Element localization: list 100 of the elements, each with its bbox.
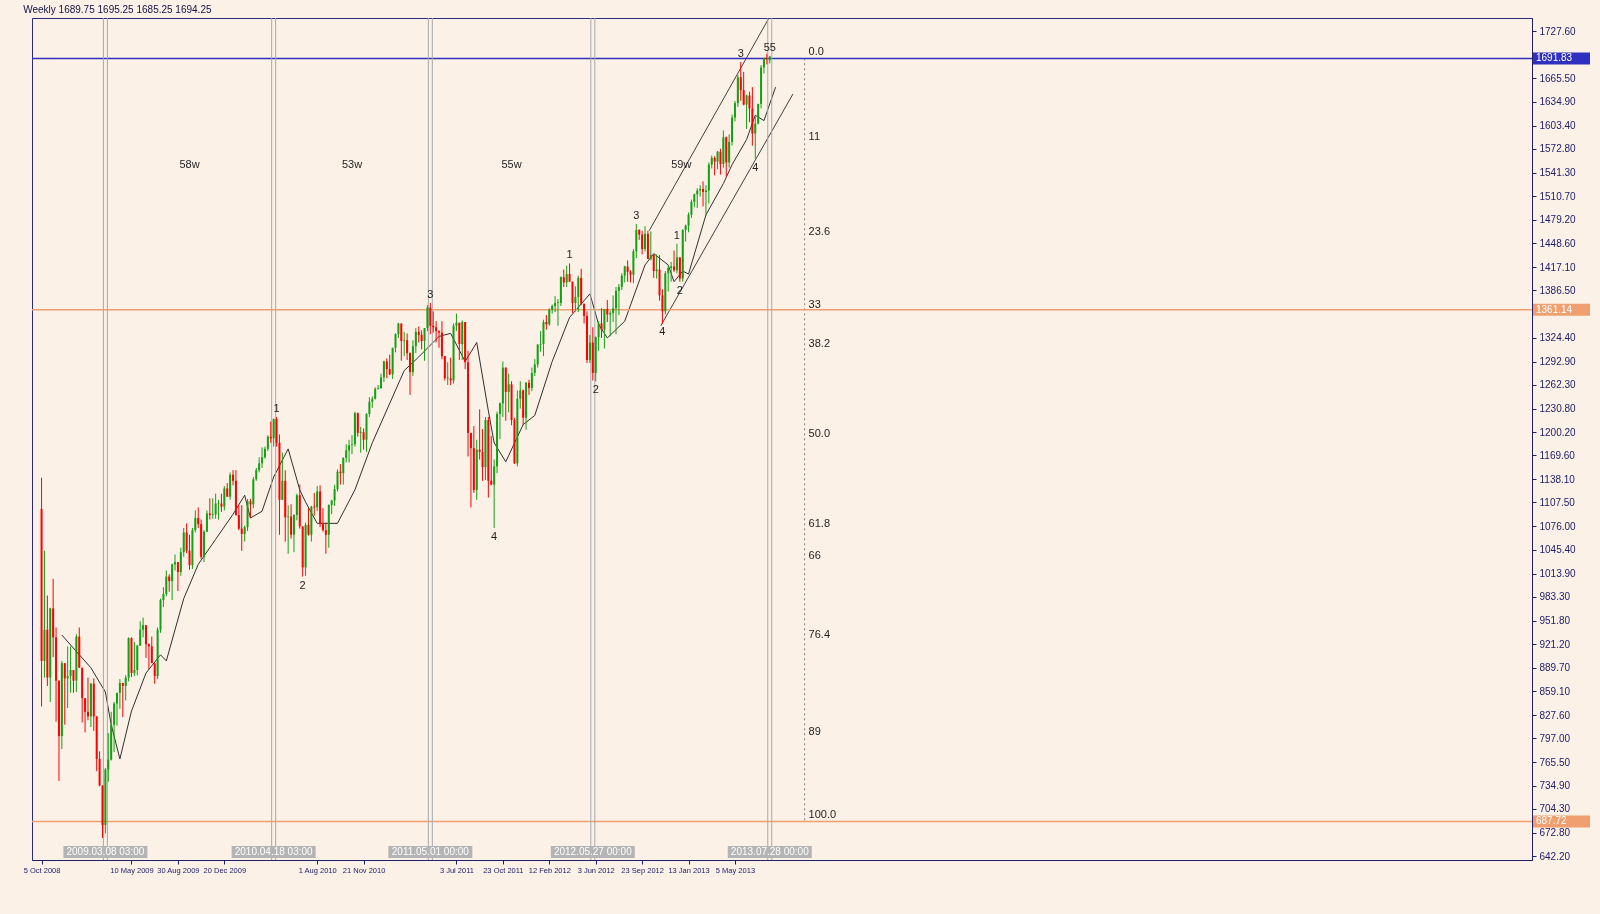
annotation: 4 xyxy=(491,529,498,542)
ref-line-label: 2012.05.27 00:00 xyxy=(553,846,633,857)
y-tick-label: 1727.60 xyxy=(1539,25,1577,37)
annotation: 3 xyxy=(737,47,744,60)
y-tick-label: 827.60 xyxy=(1539,709,1571,721)
candlestick xyxy=(229,471,232,501)
candlestick xyxy=(188,534,191,571)
candlestick xyxy=(63,662,66,726)
annotation: 66 xyxy=(808,549,821,562)
y-tick-label: 1013.90 xyxy=(1539,568,1577,580)
annotation: 33 xyxy=(808,297,821,310)
annotation: 58w xyxy=(179,158,200,170)
annotation: 53w xyxy=(341,158,363,170)
candlestick xyxy=(652,253,655,279)
y-tick-label: 921.20 xyxy=(1539,638,1571,650)
candlestick xyxy=(359,426,362,454)
annotation: 89 xyxy=(808,724,821,737)
y-tick-label: 1138.10 xyxy=(1539,473,1576,485)
candlestick xyxy=(527,379,530,396)
candlestick xyxy=(568,262,571,283)
y-tick-label: 1324.40 xyxy=(1539,332,1577,344)
annotation: 0.0 xyxy=(808,45,824,58)
candlestick xyxy=(121,682,124,718)
candlestick xyxy=(307,507,310,537)
y-tick-label: 859.10 xyxy=(1539,685,1571,697)
candlestick xyxy=(446,361,449,386)
candlestick xyxy=(420,329,423,350)
candlestick xyxy=(385,357,388,379)
y-tick-label: 1107.50 xyxy=(1539,496,1576,508)
candlestick xyxy=(362,427,365,451)
y-tick-label: 1448.60 xyxy=(1539,237,1577,249)
annotation: 38.2 xyxy=(808,337,831,350)
y-tick-label: 1076.00 xyxy=(1539,520,1577,532)
candlestick xyxy=(272,417,275,448)
y-tick-label: 1262.30 xyxy=(1539,379,1577,391)
candlestick xyxy=(641,230,644,255)
annotation: 76.4 xyxy=(808,628,831,641)
candlestick xyxy=(745,94,748,130)
annotation: 59w xyxy=(671,158,692,170)
annotation: 1 xyxy=(673,228,680,241)
annotation: 2 xyxy=(592,383,599,396)
candlestick xyxy=(615,286,618,335)
candlestick xyxy=(542,319,545,357)
ref-line-label: 2009.03.08 03:00 xyxy=(66,846,145,857)
y-tick-label: 1665.50 xyxy=(1539,72,1577,84)
candlestick xyxy=(220,493,223,513)
candlestick xyxy=(400,322,403,362)
annotation: 3 xyxy=(633,208,640,221)
y-tick-label: 1230.80 xyxy=(1539,403,1577,415)
candlestick xyxy=(606,299,609,323)
y-tick-label: 797.00 xyxy=(1539,732,1571,744)
candlestick xyxy=(153,662,156,685)
y-tick-label: 1200.20 xyxy=(1539,426,1577,438)
candlestick xyxy=(571,281,574,314)
candlestick xyxy=(214,493,217,520)
annotation: 100.0 xyxy=(808,808,837,821)
annotation: 50.0 xyxy=(808,426,831,439)
ref-line-label: 1361.14 xyxy=(1536,303,1573,315)
candlestick xyxy=(72,669,75,694)
annotation: 55w xyxy=(501,158,522,170)
chart-title: Weekly 1689.75 1695.25 1685.25 1694.25 xyxy=(23,3,212,15)
y-tick-label: 1603.40 xyxy=(1539,120,1577,132)
candlestick xyxy=(458,322,461,361)
candlestick xyxy=(716,150,719,170)
candlestick xyxy=(223,485,226,511)
y-tick-label: 642.20 xyxy=(1539,850,1571,862)
candlestick xyxy=(429,302,432,335)
y-tick-label: 1510.70 xyxy=(1539,190,1577,202)
candlestick xyxy=(217,499,220,521)
candlestick xyxy=(403,331,406,357)
annotation: 4 xyxy=(659,325,666,338)
candlestick xyxy=(348,439,351,464)
candlestick xyxy=(356,411,359,438)
annotation: 2 xyxy=(299,578,306,591)
annotation: 1 xyxy=(273,401,280,414)
annotation: 55 xyxy=(763,40,776,53)
candlestick xyxy=(388,354,391,376)
candlestick xyxy=(739,61,742,102)
y-tick-label: 983.30 xyxy=(1539,591,1571,603)
y-tick-label: 1634.90 xyxy=(1539,96,1577,108)
annotation: 11 xyxy=(808,129,821,142)
candlestick xyxy=(240,504,243,552)
y-tick-label: 1572.80 xyxy=(1539,143,1577,155)
candlestick xyxy=(208,497,211,521)
ref-line-label: 2011.05.01 00:00 xyxy=(391,846,470,857)
candlestick xyxy=(600,307,603,339)
ref-line-label: 1691.83 xyxy=(1536,52,1573,64)
ref-line-label: 2013.07.28 00:00 xyxy=(730,846,810,857)
ref-line-label: 687.72 xyxy=(1536,815,1568,827)
annotation: 3 xyxy=(427,287,434,300)
candlestick xyxy=(211,497,214,520)
line-series xyxy=(61,86,777,760)
candlestick xyxy=(249,498,252,519)
candlestick xyxy=(69,645,72,694)
candlestick xyxy=(481,428,484,482)
y-tick-label: 672.80 xyxy=(1539,827,1571,839)
candlestick xyxy=(603,308,606,350)
y-tick-label: 765.50 xyxy=(1539,756,1571,768)
candlestick xyxy=(644,225,647,252)
y-tick-label: 889.70 xyxy=(1539,662,1571,674)
